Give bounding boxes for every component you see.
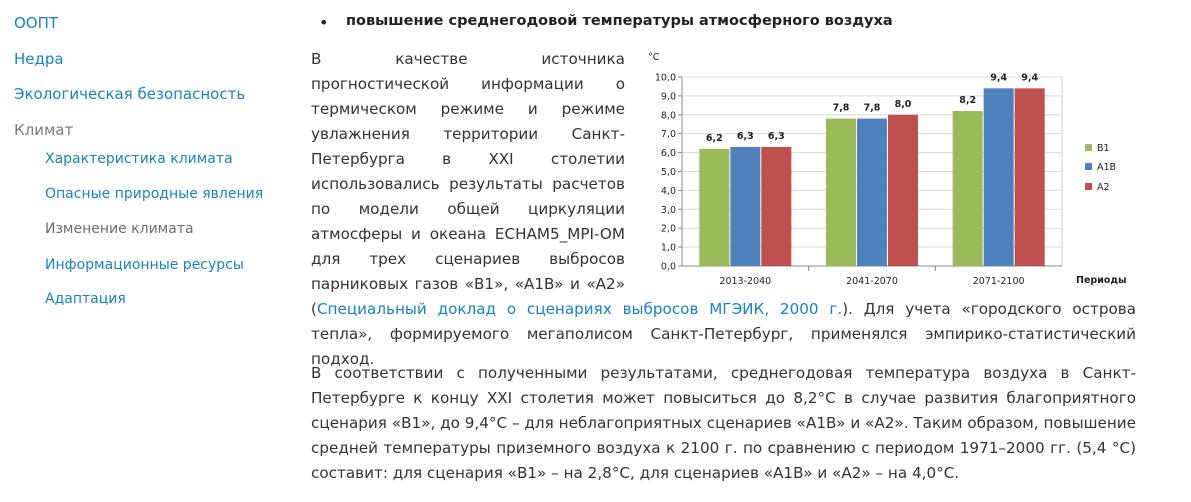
- bar-a1b: [857, 118, 887, 266]
- x-category-label: 2071-2100: [973, 276, 1025, 287]
- y-tick-label: 3,0: [661, 205, 676, 216]
- sidebar-subitem-info-resources[interactable]: Информационные ресурсы: [45, 257, 244, 273]
- sidebar-item-oopt[interactable]: ООПТ: [14, 14, 59, 32]
- data-label: 7,8: [864, 103, 881, 114]
- sidebar-nav: ООПТ Недра Экологическая безопасность Кл…: [0, 0, 290, 502]
- bar-a2: [761, 146, 792, 266]
- paragraph-1-text: В качестве источника прогностической инф…: [311, 47, 1136, 372]
- y-tick-label: 5,0: [661, 167, 676, 178]
- y-tick-label: 9,0: [661, 91, 676, 102]
- y-tick-label: 1,0: [661, 243, 676, 254]
- x-axis-title: Периоды: [1076, 275, 1127, 286]
- y-tick-label: 2,0: [661, 224, 676, 235]
- chart-svg: 0,0 1,0 2,0 3,0 4,0 5,0 6,0 7,0 8,0 9,0 10,0 °С 6,2 6…: [648, 52, 1127, 287]
- y-axis-unit: °С: [648, 52, 660, 63]
- data-label: 6,3: [737, 131, 754, 142]
- y-tick-label: 0,0: [661, 262, 676, 273]
- legend-swatch-a1b: [1085, 163, 1092, 170]
- temperature-bar-chart: 0,0 1,0 2,0 3,0 4,0 5,0 6,0 7,0 8,0 9,0 10,0 °С 6,2 6…: [630, 44, 1140, 294]
- para1-tail: ). Для учета «городского острова тепла»,…: [311, 300, 1137, 368]
- y-tick-label: 4,0: [661, 186, 676, 197]
- data-label: 9,4: [990, 72, 1007, 83]
- bar-b1: [699, 148, 730, 266]
- bar-b1: [826, 118, 856, 266]
- data-label: 6,2: [706, 133, 723, 144]
- y-tick-label: 7,0: [661, 129, 676, 140]
- y-tick-label: 6,0: [661, 148, 676, 159]
- legend-swatch-a2: [1085, 183, 1092, 190]
- y-tick-label: 10,0: [655, 73, 676, 84]
- x-category-label: 2041-2070: [846, 276, 898, 287]
- sidebar-subitem-hazards[interactable]: Опасные природные явления: [45, 186, 264, 202]
- legend-label-a2: A2: [1097, 182, 1110, 193]
- data-label: 6,3: [768, 131, 785, 142]
- legend-label-a1b: A1B: [1097, 162, 1116, 173]
- bar-a2: [888, 114, 918, 266]
- paragraph-1: В качестве источника прогностической инф…: [311, 47, 1136, 372]
- sidebar-subitem-climate-change[interactable]: Изменение климата: [45, 221, 194, 237]
- bullet-icon: •: [319, 13, 329, 32]
- bar-a1b: [983, 88, 1014, 266]
- sidebar-subitem-climate-characteristics[interactable]: Характеристика климата: [45, 151, 233, 167]
- data-label: 7,8: [833, 103, 850, 114]
- sidebar-item-ecological-safety[interactable]: Экологическая безопасность: [14, 85, 246, 103]
- sidebar-item-climate[interactable]: Климат: [14, 121, 74, 139]
- legend-swatch-b1: [1085, 144, 1092, 151]
- bar-a1b: [730, 146, 761, 266]
- x-category-label: 2013-2040: [719, 276, 771, 287]
- paragraph-2: В соответствии с полученными результатам…: [311, 364, 1136, 482]
- legend-label-b1: B1: [1097, 143, 1110, 154]
- sidebar-item-nedra[interactable]: Недра: [14, 50, 64, 68]
- data-label: 9,4: [1021, 72, 1038, 83]
- bullet-heading: повышение среднегодовой температуры атмо…: [346, 13, 893, 29]
- data-label: 8,2: [959, 95, 976, 106]
- data-label: 8,0: [895, 99, 912, 110]
- y-tick-label: 8,0: [661, 110, 676, 121]
- para1-text: В качестве источника прогностической инф…: [311, 50, 625, 318]
- bar-a2: [1014, 88, 1045, 266]
- special-report-link[interactable]: Специальный доклад о сценариях выбросов …: [316, 300, 843, 318]
- sidebar-subitem-adaptation[interactable]: Адаптация: [45, 291, 126, 307]
- bar-b1: [952, 111, 983, 267]
